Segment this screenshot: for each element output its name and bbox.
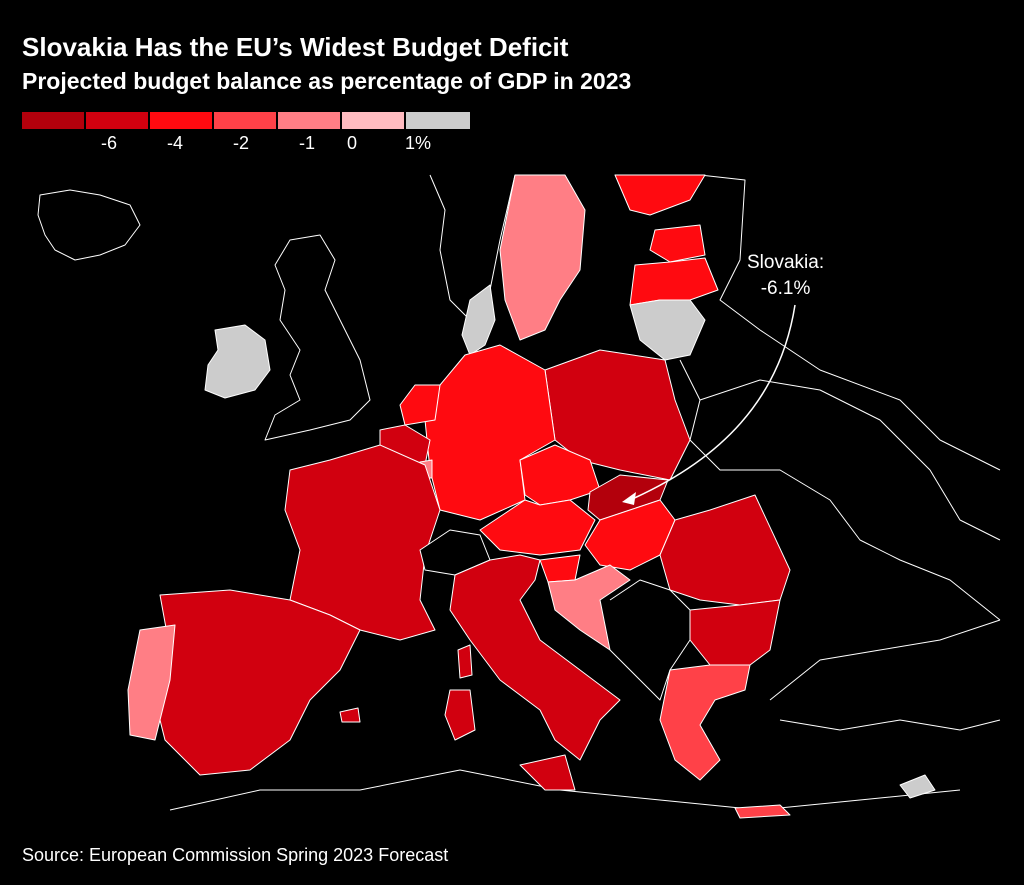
russia-border xyxy=(699,174,1001,541)
slovakia-callout: Slovakia: -6.1% xyxy=(747,250,824,302)
ireland xyxy=(204,324,271,399)
romania xyxy=(659,494,791,606)
spain xyxy=(154,589,361,776)
bulgaria xyxy=(689,599,781,666)
italy xyxy=(449,554,621,761)
legend-swatch-1 xyxy=(22,112,86,129)
sicily xyxy=(519,754,576,791)
legend-tick-3: -2 xyxy=(232,133,250,153)
estonia xyxy=(649,224,706,263)
annotation-arrow xyxy=(629,304,796,501)
sardinia xyxy=(444,689,476,741)
cyprus xyxy=(899,774,936,799)
united-kingdom xyxy=(264,234,371,441)
legend-color-bar xyxy=(22,112,470,129)
legend-tick-1: -6 xyxy=(100,133,118,153)
legend-ticks: -6 -4 -2 -1 0 1% xyxy=(22,133,470,157)
legend-tick-6: 1% xyxy=(404,133,432,153)
legend-swatch-6 xyxy=(342,112,406,129)
denmark xyxy=(461,284,496,356)
western-balkans xyxy=(609,579,691,701)
greece xyxy=(659,664,751,781)
iceland xyxy=(37,189,141,261)
legend-tick-4: -1 xyxy=(298,133,316,153)
turkey xyxy=(769,619,1001,731)
corsica xyxy=(457,644,473,679)
slovenia xyxy=(539,554,581,583)
latvia xyxy=(629,257,719,306)
lithuania xyxy=(629,299,706,361)
source-note: Source: European Commission Spring 2023 … xyxy=(22,845,449,865)
balearic-islands xyxy=(339,707,361,723)
legend-swatch-3 xyxy=(150,112,214,129)
legend-swatch-4 xyxy=(214,112,278,129)
legend: -6 -4 -2 -1 0 1% xyxy=(22,112,470,157)
czechia xyxy=(519,444,601,506)
portugal xyxy=(127,624,176,741)
legend-tick-2: -4 xyxy=(166,133,184,153)
chart-title: Slovakia Has the EU’s Widest Budget Defi… xyxy=(22,32,569,62)
chart-subtitle: Projected budget balance as percentage o… xyxy=(22,68,632,94)
netherlands xyxy=(399,384,441,426)
legend-tick-5: 0 xyxy=(346,133,358,153)
france xyxy=(284,444,441,641)
legend-swatch-7 xyxy=(406,112,470,129)
arrow-head xyxy=(622,492,636,505)
croatia xyxy=(547,564,631,651)
legend-swatch-5 xyxy=(278,112,342,129)
callout-line-1: Slovakia: xyxy=(747,252,825,273)
legend-swatch-2 xyxy=(86,112,150,129)
crete xyxy=(734,804,791,819)
belarus-ukraine xyxy=(679,359,1001,621)
sweden xyxy=(499,174,586,341)
finland xyxy=(614,174,706,216)
callout-line-2: -6.1% xyxy=(760,278,811,299)
norway xyxy=(429,174,516,321)
austria xyxy=(479,499,596,556)
europe-map xyxy=(37,174,1001,819)
